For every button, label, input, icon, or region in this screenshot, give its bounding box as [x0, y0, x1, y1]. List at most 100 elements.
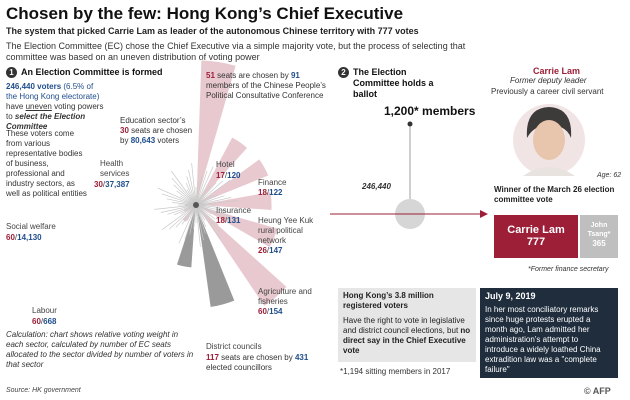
chart-guides [154, 163, 238, 247]
minor-sector-spoke [195, 181, 199, 206]
insurance-voters: 131 [227, 216, 241, 225]
step2-graphic [330, 121, 488, 229]
labour-seats: 60 [32, 317, 41, 326]
social-values: 60/14,130 [6, 233, 42, 242]
minor-sector-spoke [195, 180, 231, 206]
minor-sector-spoke [166, 198, 197, 206]
votes-bar-lam: Carrie Lam 777 [494, 215, 578, 258]
minor-sector-spoke [171, 177, 197, 206]
minor-sector-spoke [185, 182, 197, 206]
minor-sector-spoke [195, 166, 214, 206]
chart-center [193, 202, 199, 208]
heung-label: Heung Yee Kuk rural political network [258, 216, 314, 245]
education-text2: by [120, 136, 129, 145]
hotel-voters: 120 [227, 171, 241, 180]
arrow-head [480, 210, 488, 218]
afp-credit: © AFP [584, 386, 611, 396]
district-text2: elected councillors [206, 363, 272, 372]
rival-note: *Former finance secretary [528, 266, 609, 273]
page-subtitle: The system that picked Carrie Lam as lea… [6, 26, 419, 36]
minor-sector-spoke [195, 195, 225, 206]
minor-sector-spoke [195, 204, 204, 241]
step2-title: The Election Committee holds a ballot [353, 67, 434, 99]
minor-sector-spoke [195, 204, 219, 226]
minor-sector-spoke [195, 182, 217, 206]
votes-tsang-value: 365 [592, 239, 606, 248]
voters-pct: (6.5% of the Hong Kong electorate) [6, 82, 100, 101]
july-box: July 9, 2019 In her most conciliatory re… [480, 288, 618, 378]
votes-lam-name: Carrie Lam [507, 224, 565, 236]
minor-sector-spoke [186, 176, 197, 206]
wedge-cppcc [195, 59, 237, 206]
registered-text-bold: no direct say in the Chief Executive vot… [343, 326, 471, 355]
wedge-heung-yee-kuk [195, 204, 279, 248]
education-seats: 30 [120, 126, 129, 135]
minor-sector-spoke [195, 204, 207, 228]
members-dot [407, 121, 413, 127]
sector-education: Education sector’s 30 seats are chosen b… [120, 116, 196, 146]
district-label: District councils [206, 342, 262, 351]
minor-sector-spoke [167, 204, 197, 215]
minor-sector-spoke [176, 190, 197, 206]
wedge-finance [195, 158, 269, 206]
minor-sector-spoke [181, 204, 197, 225]
minor-sector-spoke [191, 163, 197, 206]
votes-tsang-name: John Tsang* [587, 222, 611, 238]
step-number-1: 1 [6, 67, 17, 78]
insurance-label: Insurance [216, 206, 252, 215]
minor-sector-spoke [195, 204, 220, 208]
select-text: select the Election Committee [6, 112, 86, 131]
finance-seats: 18 [258, 188, 267, 197]
carrie-portrait [513, 104, 585, 176]
npc-seats: 51 [206, 71, 215, 80]
registered-text-pre: Have the right to vote in legislative an… [343, 316, 465, 335]
health-label: Health services [100, 159, 130, 178]
social-label: Social welfare [6, 222, 56, 231]
minor-sector-spoke [193, 204, 197, 229]
step-number-2: 2 [338, 67, 349, 78]
voters-value: 246,440 voters [6, 82, 62, 91]
members-count: 1,200* members [384, 104, 476, 118]
uneven-post: voting powers to [6, 102, 104, 121]
education-voters: 80,643 [130, 136, 156, 145]
heung-seats: 26 [258, 246, 267, 255]
minor-sector-spoke [172, 202, 197, 206]
heung-voters: 147 [269, 246, 283, 255]
minor-sector-spoke [161, 193, 197, 206]
agriculture-voters: 154 [269, 307, 283, 316]
minor-sector-spoke [195, 175, 203, 206]
social-voters: 14,130 [17, 233, 42, 242]
registered-text: Have the right to vote in legislative an… [343, 316, 471, 356]
minor-sector-spoke [195, 194, 219, 206]
minor-sector-spoke [195, 180, 224, 206]
voters-description: These voters come from various represent… [6, 129, 87, 198]
face-shape [533, 120, 565, 160]
minor-sector-spoke [173, 184, 197, 206]
education-text3: voters [157, 136, 180, 145]
health-voters: 37,387 [105, 180, 130, 189]
minor-sector-spoke [175, 204, 197, 228]
carrie-role1: Former deputy leader [510, 76, 587, 85]
npc-voters: 91 [290, 71, 300, 80]
july-text: In her most conciliatory remarks since h… [485, 305, 601, 374]
registered-voters-box: Hong Kong’s 3.8 million registered voter… [338, 288, 476, 362]
minor-sector-spoke [195, 204, 221, 240]
step1-title: An Election Committee is formed [21, 67, 163, 77]
calculation-note: Calculation: chart shows relative voting… [6, 330, 194, 369]
wedge-hotel [195, 136, 248, 206]
carrie-name: Carrie Lam [533, 66, 581, 76]
sector-npc: 51 seats are chosen by 91 members of the… [206, 71, 326, 101]
members-footnote: *1,194 sitting members in 2017 [340, 367, 451, 376]
minor-sector-spoke [157, 187, 197, 206]
minor-sector-spoke [178, 204, 197, 244]
finance-values: 18/122 [258, 188, 283, 197]
npc-text2: members of the Chinese People’s Politica… [206, 81, 326, 100]
minor-sector-spoke [195, 204, 235, 223]
agriculture-label: Agriculture and fisheries [258, 287, 312, 306]
page-title: Chosen by the few: Hong Kong’s Chief Exe… [6, 4, 404, 23]
july-date: July 9, 2019 [485, 291, 536, 301]
finance-voters: 122 [269, 188, 283, 197]
votes-lam-value: 777 [526, 236, 546, 248]
minor-sector-spoke [171, 170, 197, 206]
